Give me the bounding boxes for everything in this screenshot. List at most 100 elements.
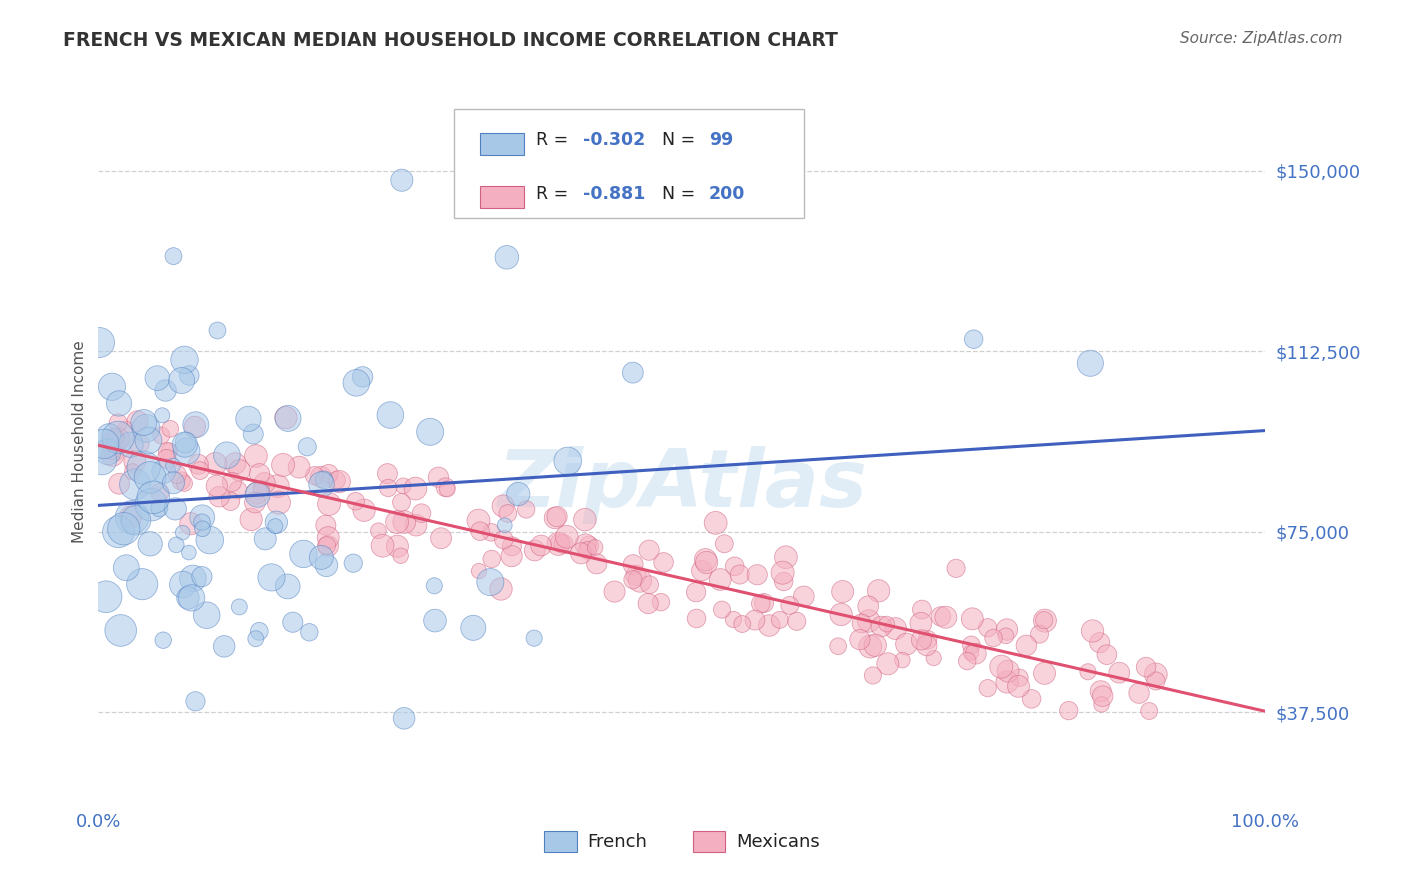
Point [170,474,193,488]
Point [281,615,304,630]
Point [434,480,457,494]
Point [997,664,1019,678]
Point [297,440,319,454]
Point [277,579,299,593]
Point [165,538,187,552]
Point [125,513,148,527]
Point [574,537,596,551]
Point [990,659,1012,673]
Text: Source: ZipAtlas.com: Source: ZipAtlas.com [1180,31,1343,46]
Point [352,369,374,384]
Point [108,476,131,491]
Point [141,498,163,512]
Point [523,543,546,558]
Point [104,445,127,459]
Point [555,530,578,544]
Point [165,501,187,516]
Point [97,445,120,459]
Text: 99: 99 [709,131,733,149]
Point [155,384,177,398]
Point [945,561,967,575]
Point [245,449,267,463]
Point [311,477,333,491]
Point [266,516,288,530]
Point [547,537,569,551]
Point [344,494,367,508]
Point [114,422,136,436]
Point [1090,698,1112,712]
Point [1144,673,1167,688]
Text: -0.302: -0.302 [582,131,645,149]
Point [1128,686,1150,700]
Point [603,584,626,599]
Point [758,618,780,632]
Point [574,513,596,527]
Point [583,541,606,555]
Point [1015,639,1038,653]
Point [489,582,512,596]
Point [849,632,872,647]
Point [121,510,143,524]
Point [205,479,228,493]
Point [995,675,1018,690]
Point [344,376,367,390]
Point [316,539,339,553]
Point [120,438,142,452]
Point [367,524,389,538]
FancyBboxPatch shape [479,186,524,208]
Point [156,451,179,466]
Point [1091,689,1114,703]
Point [180,516,202,531]
Point [962,332,984,346]
Point [353,503,375,517]
Point [110,624,132,638]
Point [166,467,188,482]
Point [929,609,952,624]
FancyBboxPatch shape [454,109,804,218]
Point [267,479,290,493]
Point [162,249,184,263]
Point [380,408,402,422]
Point [494,518,516,533]
Point [392,479,415,493]
Point [544,511,567,525]
Y-axis label: Median Household Income: Median Household Income [72,340,87,543]
Point [152,464,174,478]
Point [896,637,918,651]
Point [238,412,260,426]
Point [142,491,165,505]
Point [311,550,333,565]
Point [274,410,297,425]
Point [479,525,502,540]
Point [107,432,129,446]
Point [315,518,337,533]
Point [188,464,211,478]
Point [328,475,350,489]
Point [173,352,195,367]
Point [530,539,553,553]
Point [546,509,568,524]
Point [121,465,143,479]
Point [775,550,797,565]
Point [994,629,1017,643]
Point [212,640,235,654]
Point [179,368,201,383]
Point [187,458,209,472]
Point [342,556,364,570]
Point [1144,667,1167,681]
Point [1137,704,1160,718]
Point [501,539,523,553]
Point [749,597,772,611]
Point [1008,671,1031,685]
Point [638,578,661,592]
Point [496,507,519,521]
Point [298,625,321,640]
Point [131,577,153,591]
Point [162,475,184,490]
Point [960,638,983,652]
Point [404,482,426,496]
Point [97,429,120,443]
Point [1007,679,1029,693]
Point [315,539,337,553]
Point [876,617,898,632]
